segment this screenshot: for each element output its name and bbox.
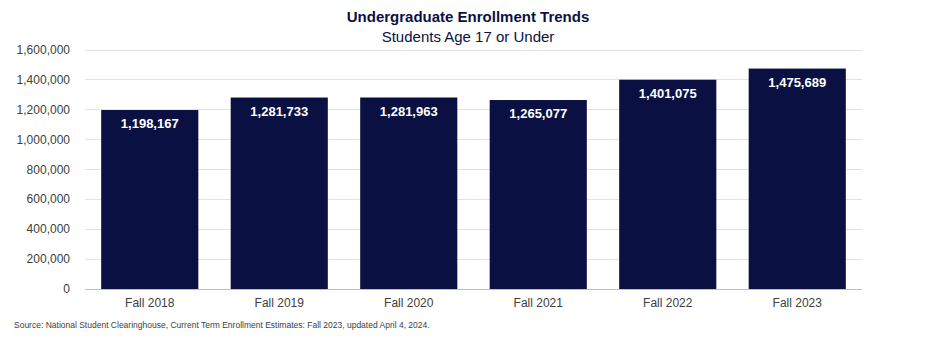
grid-line: [85, 109, 862, 110]
data-label: 1,281,733: [250, 104, 308, 119]
source-note: Source: National Student Clearinghouse, …: [14, 320, 430, 330]
grid-line: [85, 139, 862, 140]
subtitle: Students Age 17 or Under: [382, 28, 555, 45]
data-label: 1,281,963: [380, 104, 438, 119]
y-tick-label: 1,400,000: [17, 73, 71, 87]
x-tick-label: Fall 2018: [125, 296, 175, 310]
y-tick-label: 1,200,000: [17, 103, 71, 117]
y-tick-label: 1,600,000: [17, 43, 71, 57]
bar: [619, 80, 716, 289]
y-tick-label: 800,000: [27, 163, 71, 177]
y-tick-label: 1,000,000: [17, 133, 71, 147]
grid-line: [85, 289, 862, 290]
bar: [101, 110, 198, 289]
x-tick-label: Fall 2019: [255, 296, 305, 310]
grid-line: [85, 199, 862, 200]
bar: [231, 98, 328, 289]
data-label: 1,475,689: [768, 75, 826, 90]
x-tick-label: Fall 2020: [384, 296, 434, 310]
grid: [85, 50, 862, 289]
title: Undergraduate Enrollment Trends: [347, 8, 590, 25]
chart: Undergraduate Enrollment Trends Students …: [0, 0, 936, 338]
y-tick-label: 0: [63, 282, 70, 296]
y-tick-label: 400,000: [27, 222, 71, 236]
data-label: 1,198,167: [121, 116, 179, 131]
grid-line: [85, 79, 862, 80]
bar: [749, 69, 846, 289]
y-tick-label: 600,000: [27, 192, 71, 206]
data-label: 1,401,075: [639, 86, 697, 101]
bar: [360, 98, 457, 289]
bars: [101, 69, 846, 289]
x-tick-label: Fall 2021: [514, 296, 564, 310]
y-tick-label: 200,000: [27, 252, 71, 266]
grid-line: [85, 259, 862, 260]
data-label: 1,265,077: [509, 106, 567, 121]
x-tick-label: Fall 2023: [773, 296, 823, 310]
grid-line: [85, 229, 862, 230]
bar: [490, 100, 587, 289]
grid-line: [85, 50, 862, 51]
x-tick-label: Fall 2022: [643, 296, 693, 310]
grid-line: [85, 169, 862, 170]
